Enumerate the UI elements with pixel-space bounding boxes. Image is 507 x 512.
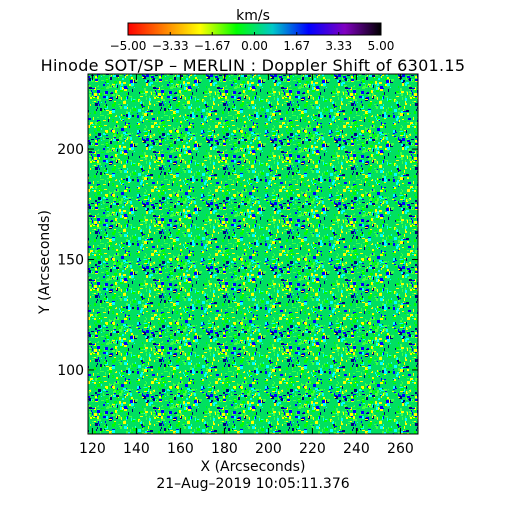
x-tick-label: 240 <box>343 441 370 457</box>
colorbar-title: km/s <box>236 8 270 24</box>
colorbar-tick-label: 1.67 <box>283 39 310 53</box>
colorbar-tick-label: 3.33 <box>325 39 352 53</box>
colorbar-tick-label: −1.67 <box>194 39 231 53</box>
y-tick-label: 150 <box>57 253 84 269</box>
x-tick-label: 120 <box>79 441 106 457</box>
doppler-map-texture <box>88 74 418 434</box>
colorbar-tick-label: −5.00 <box>110 39 147 53</box>
x-axis: 120 140 160 180 200 220 240 260 <box>79 74 414 457</box>
y-axis-label: Y (Arcseconds) <box>37 210 53 315</box>
plot-frame <box>87 73 419 435</box>
x-tick-label: 180 <box>211 441 238 457</box>
colorbar-ticks: −5.00 −3.33 −1.67 0.00 1.67 3.33 5.00 <box>110 32 395 53</box>
colorbar-tick-label: 5.00 <box>368 39 395 53</box>
colorbar-tick-label: 0.00 <box>241 39 268 53</box>
x-tick-label: 160 <box>167 441 194 457</box>
x-tick-label: 200 <box>255 441 282 457</box>
y-axis: 100 150 200 <box>57 142 418 379</box>
x-tick-label: 260 <box>387 441 414 457</box>
timestamp: 21–Aug–2019 10:05:11.376 <box>156 476 349 492</box>
y-tick-label: 100 <box>57 363 84 379</box>
x-axis-label: X (Arcseconds) <box>201 459 306 475</box>
x-tick-label: 220 <box>299 441 326 457</box>
x-tick-label: 140 <box>123 441 150 457</box>
chart-title: Hinode SOT/SP – MERLIN : Doppler Shift o… <box>41 56 466 75</box>
y-tick-label: 200 <box>57 142 84 158</box>
colorbar-tick-label: −3.33 <box>152 39 189 53</box>
